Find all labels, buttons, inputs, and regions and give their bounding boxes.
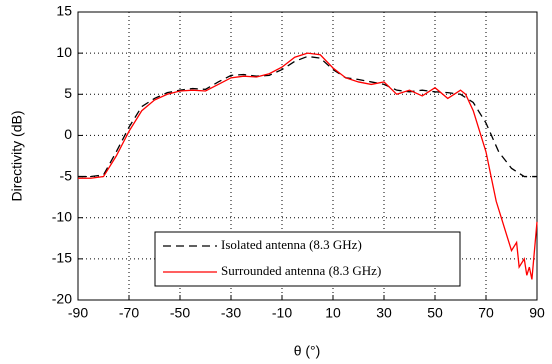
x-tick-label: -30 — [221, 305, 241, 321]
y-tick-label: 0 — [64, 126, 72, 142]
plot-frame — [77, 11, 538, 301]
x-tick-label: 90 — [529, 305, 545, 321]
x-tick-label: 30 — [376, 305, 392, 321]
y-axis-label: Directivity (dB) — [9, 110, 25, 201]
data-line — [78, 52, 538, 280]
x-tick-label: -50 — [170, 305, 190, 321]
x-tick-label: 50 — [427, 305, 443, 321]
x-tick-label: 10 — [325, 305, 341, 321]
y-tick-label: -15 — [52, 250, 72, 266]
y-tick-label: 10 — [56, 44, 72, 60]
y-tick-label: -5 — [60, 167, 73, 183]
y-tick-label: 15 — [56, 3, 72, 19]
x-tick-label: -90 — [68, 305, 88, 321]
legend-box — [154, 231, 461, 287]
x-tick-label: 70 — [478, 305, 494, 321]
y-tick-label: -10 — [52, 208, 72, 224]
x-tick-label: -10 — [272, 305, 292, 321]
legend-label: Isolated antenna (8.3 GHz) — [221, 237, 362, 252]
legend-label: Surrounded antenna (8.3 GHz) — [221, 263, 381, 278]
data-line — [78, 55, 537, 178]
y-tick-label: -20 — [52, 291, 72, 307]
y-tick-label: 5 — [64, 85, 72, 101]
x-axis-label: θ (°) — [294, 343, 321, 359]
x-tick-label: -70 — [119, 305, 139, 321]
